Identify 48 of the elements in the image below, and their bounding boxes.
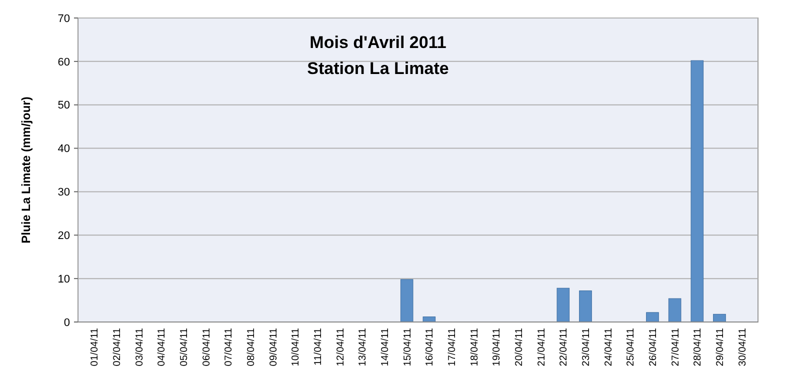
x-tick-label: 29/04/11 <box>714 328 726 366</box>
text: Mois d'Avril 2011 <box>310 33 446 52</box>
x-tick-label: 25/04/11 <box>626 328 637 366</box>
y-tick-label: 50 <box>58 100 70 112</box>
bar <box>690 60 704 322</box>
x-tick-label: 10/04/11 <box>290 328 302 366</box>
x-tick-label: 07/04/11 <box>224 328 235 366</box>
bar <box>668 298 682 322</box>
x-tick-label: 06/04/11 <box>201 328 212 366</box>
y-tick-label: 60 <box>58 56 70 68</box>
text: Station La Limate <box>307 59 449 78</box>
x-tick-label: 18/04/11 <box>469 328 480 366</box>
x-tick-label: 27/04/11 <box>670 328 682 366</box>
x-tick-label: 09/04/11 <box>268 328 280 366</box>
x-tick-label: 21/04/11 <box>536 328 548 366</box>
x-tick-label: 19/04/11 <box>492 328 503 366</box>
bar <box>556 288 570 322</box>
x-tick-label: 30/04/11 <box>737 328 748 366</box>
x-tick-label: 26/04/11 <box>648 328 659 366</box>
y-tick-label: 0 <box>64 316 70 329</box>
x-tick-label: 28/04/11 <box>692 328 704 366</box>
y-tick-label: 20 <box>58 230 70 242</box>
x-tick-label: 14/04/11 <box>380 328 391 366</box>
x-tick-label: 16/04/11 <box>424 328 436 366</box>
x-tick-label: 11/04/11 <box>313 328 324 366</box>
y-axis-title: Pluie La Limate (mm/jour) <box>19 96 33 244</box>
x-tick-label: 15/04/11 <box>402 328 414 366</box>
bar <box>646 312 659 322</box>
x-tick-label: 12/04/11 <box>335 328 346 366</box>
y-tick-label: 70 <box>58 12 70 25</box>
y-tick-label: 10 <box>58 273 70 286</box>
x-tick-label: 03/04/11 <box>134 328 146 366</box>
x-tick-label: 02/04/11 <box>112 328 124 366</box>
bar <box>400 279 414 322</box>
x-tick-label: 22/04/11 <box>558 328 570 366</box>
y-tick-label: 30 <box>58 186 70 199</box>
x-tick-label: 13/04/11 <box>358 328 369 366</box>
x-tick-label: 23/04/11 <box>580 328 592 366</box>
x-tick-label: 05/04/11 <box>179 328 190 366</box>
x-tick-label: 04/04/11 <box>156 328 168 366</box>
bar <box>713 314 726 322</box>
x-tick-label: 01/04/11 <box>90 328 101 366</box>
x-tick-label: 20/04/11 <box>514 328 525 366</box>
x-tick-label: 08/04/11 <box>246 328 258 366</box>
x-tick-label: 17/04/11 <box>447 328 458 366</box>
y-tick-label: 40 <box>58 143 70 156</box>
bar <box>579 290 592 322</box>
x-tick-label: 24/04/11 <box>603 328 614 366</box>
